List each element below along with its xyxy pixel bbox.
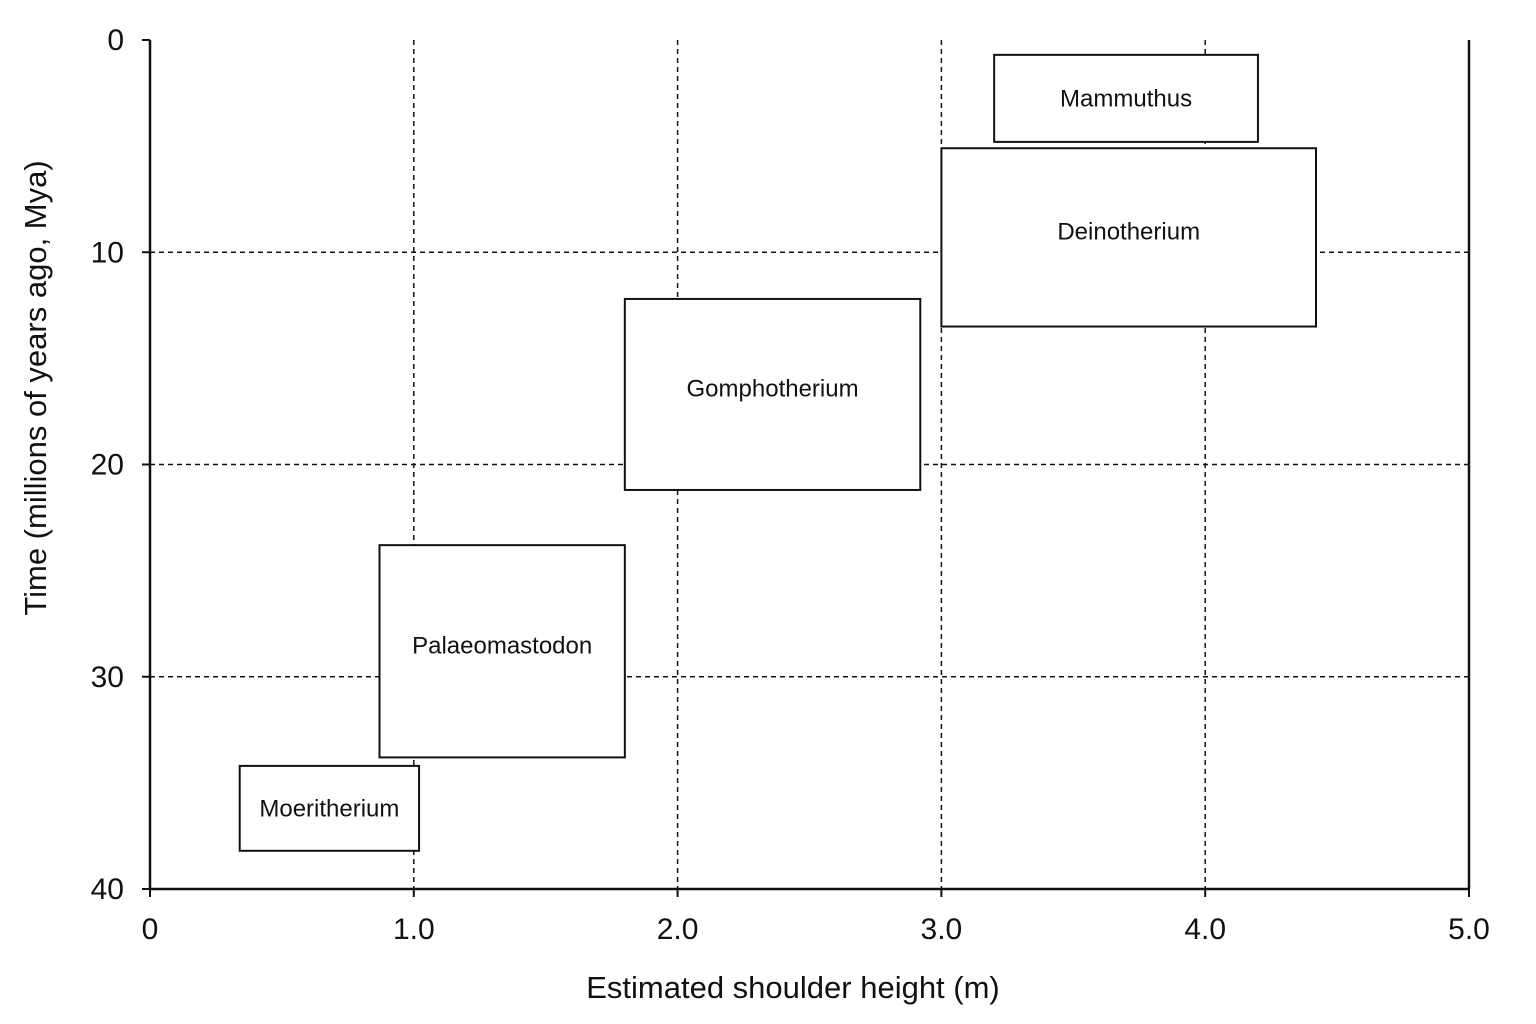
box-label-gomphotherium: Gomphotherium [687,375,859,402]
x-tick-label: 2.0 [657,913,699,946]
y-tick-label: 30 [91,661,124,694]
x-tick-label: 4.0 [1184,913,1226,946]
box-mammuthus [993,53,1259,143]
y-tick-label: 0 [107,24,124,57]
x-tick-label: 5.0 [1448,913,1490,946]
box-gomphotherium [623,297,922,491]
axes-layer [148,40,1471,891]
x-tick-label: 3.0 [921,913,963,946]
y-axis-title: Time (millions of years ago, Mya) [18,160,53,615]
y-tick-label: 20 [91,449,124,482]
x-tick-label: 1.0 [393,913,435,946]
box-moeritherium [238,764,421,852]
box-label-moeritherium: Moeritherium [259,795,399,822]
box-deinotherium [940,147,1317,328]
x-tick-label: 0 [142,913,159,946]
y-tick-label: 10 [91,236,124,269]
box-label-palaeomastodon: Palaeomastodon [412,632,592,659]
box-layer: Mammuthus Deinotherium Gomphotherium Palaeo… [238,53,1317,852]
tick-layer: 0 1.0 2.0 3.0 4.0 5.0 0 10 20 30 40 [91,24,1490,946]
box-label-deinotherium: Deinotherium [1057,218,1200,245]
box-palaeomastodon [378,544,626,759]
x-axis-title: Estimated shoulder height (m) [586,970,1000,1005]
box-label-mammuthus: Mammuthus [1060,85,1192,112]
y-tick-label: 40 [91,873,124,906]
